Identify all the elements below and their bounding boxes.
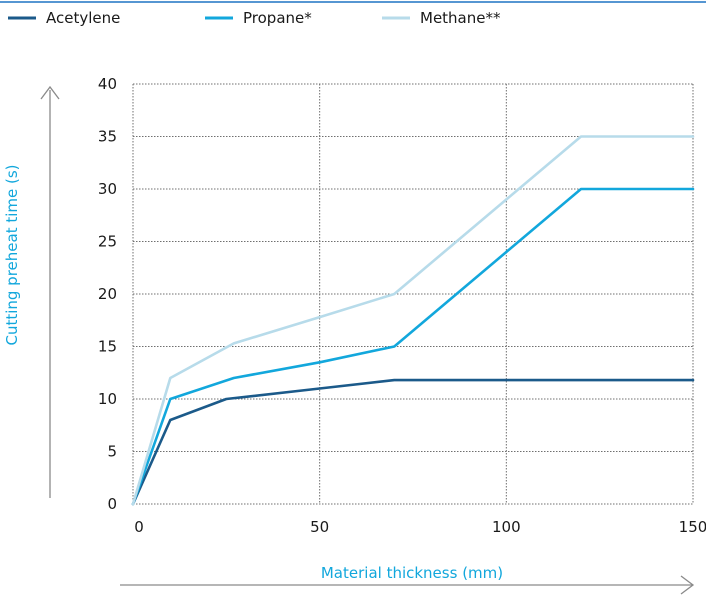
grid: [133, 84, 693, 504]
legend: Acetylene Propane* Methane**: [8, 9, 501, 27]
x-axis-label: Material thickness (mm): [321, 564, 503, 582]
legend-label-acetylene: Acetylene: [46, 9, 120, 27]
series-layer: [133, 137, 693, 505]
y-tick-label-0: 0: [107, 495, 117, 513]
y-axis-arrow: [41, 87, 59, 498]
y-tick-label-3: 15: [98, 338, 117, 356]
y-tick-label-6: 30: [98, 180, 117, 198]
x-tick-label-1: 50: [310, 518, 329, 536]
tick-labels: 0 5 10 15 20 25 30 35 40 0 50 100 150: [98, 75, 706, 536]
x-tick-label-3: 150: [679, 518, 706, 536]
x-tick-label-2: 100: [492, 518, 521, 536]
legend-label-propane: Propane*: [243, 9, 312, 27]
y-axis-label: Cutting preheat time (s): [3, 164, 21, 345]
legend-label-methane: Methane**: [420, 9, 501, 27]
y-tick-label-5: 25: [98, 233, 117, 251]
x-tick-label-0: 0: [134, 518, 144, 536]
y-tick-label-4: 20: [98, 285, 117, 303]
y-tick-label-2: 10: [98, 390, 117, 408]
y-tick-label-8: 40: [98, 75, 117, 93]
series-line-methane: [133, 137, 693, 505]
y-tick-label-7: 35: [98, 128, 117, 146]
y-tick-label-1: 5: [107, 443, 117, 461]
